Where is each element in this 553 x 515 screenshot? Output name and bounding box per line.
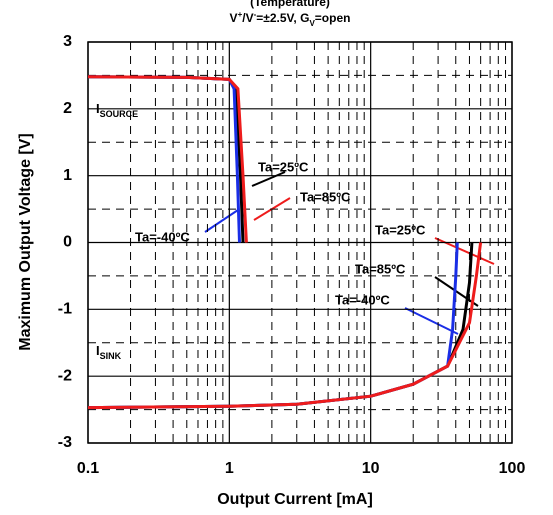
subtitle-part: V xyxy=(230,11,238,25)
subtitle-part: /V xyxy=(242,11,253,25)
chart-title: (Temperature) xyxy=(250,0,330,9)
y-tick-label: -3 xyxy=(58,434,72,451)
series-line xyxy=(87,75,248,243)
y-tick-label: 1 xyxy=(63,167,72,184)
chart-subtitle: V+/V-=±2.5V, GV=open xyxy=(230,10,351,28)
annotation-part: SINK xyxy=(100,351,122,361)
annotation-part: I xyxy=(96,343,100,358)
y-axis-label: Maximum Output Voltage [V] xyxy=(17,133,34,350)
annotation: ISOURCE xyxy=(96,101,138,119)
subtitle-part: + xyxy=(238,10,243,19)
x-tick-label: 100 xyxy=(499,460,526,477)
subtitle-part: =±2.5V, G xyxy=(256,11,309,25)
series-label: Ta=25ºC xyxy=(258,159,309,174)
y-tick-label: -2 xyxy=(58,367,72,384)
series-label: Ta=85ºC xyxy=(355,261,406,276)
series-line xyxy=(87,75,241,243)
series-label: Ta=-40ºC xyxy=(135,229,190,244)
annotation-part: SOURCE xyxy=(100,109,139,119)
series-line xyxy=(87,75,245,243)
series-line xyxy=(87,242,483,410)
x-tick-label: 0.1 xyxy=(77,460,99,477)
plot-frame xyxy=(87,41,513,444)
subtitle-part: - xyxy=(254,10,257,19)
series-label: Ta=25ºC xyxy=(375,222,426,237)
annotation-part: I xyxy=(96,101,100,116)
series-label: Ta=-40ºC xyxy=(335,292,390,307)
subtitle-part: =open xyxy=(315,11,351,25)
y-tick-label: 3 xyxy=(63,33,72,50)
x-axis-label: Output Current [mA] xyxy=(217,491,373,508)
y-tick-label: 2 xyxy=(63,100,72,117)
x-tick-label: 10 xyxy=(362,460,380,477)
y-tick-label: 0 xyxy=(63,234,72,251)
annotation: ISINK xyxy=(96,343,122,361)
x-tick-label: 1 xyxy=(225,460,234,477)
subtitle-part: V xyxy=(309,19,315,28)
series-label: Ta=85ºC xyxy=(300,189,351,204)
y-tick-label: -1 xyxy=(58,301,72,318)
